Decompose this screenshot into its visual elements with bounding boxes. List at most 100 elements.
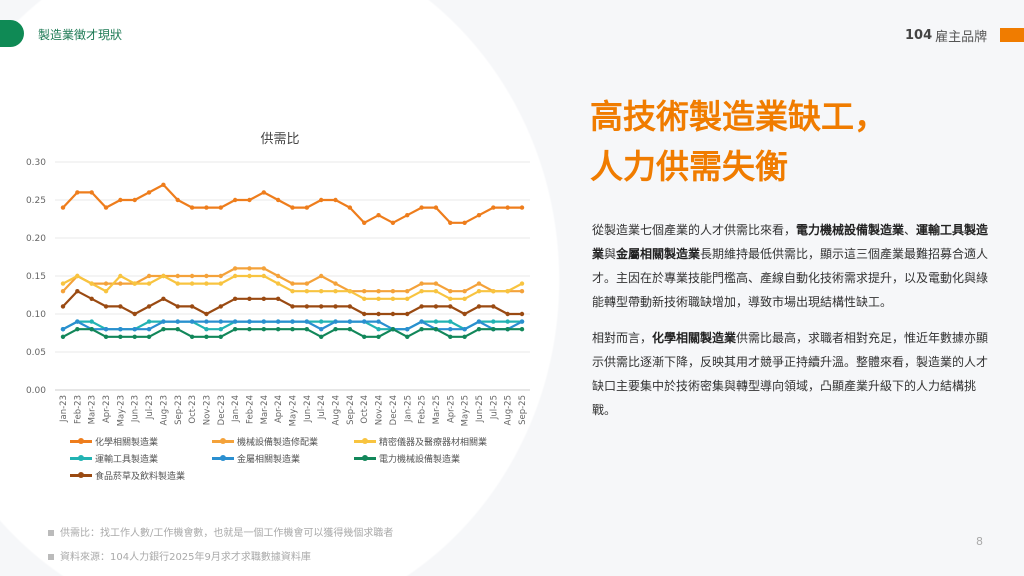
data-point	[390, 220, 396, 225]
legend-label: 機械設備製造修配業	[237, 438, 319, 448]
data-point	[405, 327, 410, 332]
footnotes: 供需比：找工作人數/工作機會數，也就是一個工作機會可以獲得幾個求職者 資料來源：…	[48, 522, 393, 570]
data-point	[89, 190, 94, 195]
y-tick-label: 0.00	[26, 386, 46, 396]
data-point	[333, 197, 338, 203]
data-point	[75, 327, 80, 332]
data-point	[405, 334, 410, 339]
data-point	[476, 289, 482, 294]
data-point	[304, 205, 310, 210]
x-tick-label: Jan-23	[59, 395, 69, 423]
data-point	[362, 296, 367, 301]
data-point	[318, 289, 324, 294]
data-point	[476, 327, 482, 332]
data-point	[146, 190, 152, 195]
data-point	[318, 327, 324, 332]
data-point	[261, 273, 267, 279]
data-point	[419, 289, 424, 294]
data-point	[333, 304, 338, 309]
x-tick-label: Jun-24	[303, 395, 313, 423]
data-point	[318, 319, 324, 324]
data-point	[75, 289, 80, 294]
data-point	[161, 273, 166, 279]
data-point	[189, 319, 195, 324]
data-point	[275, 327, 281, 332]
text-segment: 供需比最高，求職者相對充足，惟近年數據亦顯示供需比逐漸下降，反映其用才競爭正持續…	[592, 331, 989, 417]
data-point	[132, 311, 137, 317]
data-point	[519, 289, 525, 294]
data-point	[376, 296, 381, 301]
data-point	[290, 327, 295, 332]
highlight-text: 化學相關製造業	[652, 331, 737, 345]
x-tick-label: May-24	[289, 395, 299, 426]
series-line	[62, 289, 522, 316]
data-point	[333, 289, 338, 294]
footnote: 資料來源：104人力銀行2025年9月求才求職數據資料庫	[48, 546, 393, 570]
x-tick-label: Jun-23	[131, 395, 141, 423]
data-point	[304, 327, 310, 332]
data-point	[362, 319, 367, 324]
data-point	[491, 319, 496, 324]
text-segment: 從製造業七個產業的人才供需比來看，	[592, 223, 797, 237]
data-point	[347, 319, 353, 324]
series-line	[62, 274, 523, 300]
data-point	[476, 319, 482, 324]
data-point	[189, 334, 195, 339]
paragraph: 從製造業七個產業的人才供需比來看，電力機械設備製造業、運輸工具製造業與金屬相關製…	[592, 218, 992, 314]
data-point	[118, 304, 123, 309]
highlight-text: 金屬相關製造業	[616, 247, 701, 261]
footnote: 供需比：找工作人數/工作機會數，也就是一個工作機會可以獲得幾個求職者	[48, 522, 393, 546]
data-point	[146, 334, 152, 339]
data-point	[347, 205, 353, 210]
data-point	[433, 289, 439, 294]
data-point	[433, 304, 439, 309]
x-tick-label: Jun-25	[475, 395, 485, 423]
data-point	[175, 319, 180, 324]
data-point	[519, 311, 525, 317]
x-tick-label: Aug-24	[332, 395, 342, 425]
legend-label: 化學相關製造業	[95, 438, 159, 448]
data-point	[419, 319, 424, 324]
data-point	[290, 281, 295, 286]
page-number: 8	[976, 535, 983, 548]
data-point	[476, 281, 482, 286]
data-point	[60, 304, 66, 309]
chart-legend: 化學相關製造業 機械設備製造修配業 精密儀器及醫療器材相關業 運輸工具製造業 金屬相關製…	[70, 435, 540, 482]
data-point	[433, 281, 439, 286]
data-point	[362, 289, 367, 294]
data-point	[275, 281, 281, 286]
data-point	[146, 273, 152, 279]
x-tick-label: Nov-24	[375, 395, 385, 425]
chart-title: 供需比	[260, 132, 300, 147]
data-point	[290, 289, 295, 294]
data-point	[376, 327, 381, 332]
text-segment: 相對而言，	[592, 331, 653, 345]
text-segment: 、	[904, 223, 917, 237]
data-point	[60, 334, 66, 339]
data-point	[204, 273, 209, 279]
legend-item: 運輸工具製造業	[70, 452, 212, 465]
y-tick-label: 0.10	[26, 310, 46, 320]
legend-swatch	[70, 472, 92, 478]
line-chart: 0.00 0.05 0.10 0.15 0.20 0.25 0.30 Jan-23 Feb-23…	[26, 158, 530, 426]
data-point	[333, 281, 338, 286]
data-point	[362, 334, 367, 339]
data-point	[318, 273, 324, 279]
data-point	[204, 205, 209, 210]
data-point	[405, 213, 410, 218]
data-point	[318, 334, 324, 339]
data-point	[146, 281, 152, 286]
data-point	[204, 334, 209, 339]
section-marker	[0, 20, 24, 47]
data-point	[161, 319, 166, 324]
data-point	[218, 273, 223, 279]
data-point	[60, 289, 66, 294]
data-point	[161, 296, 166, 301]
y-tick-label: 0.05	[26, 348, 46, 358]
data-point	[333, 319, 338, 324]
data-point	[189, 273, 195, 279]
data-point	[175, 304, 180, 309]
brand-number: 104	[905, 28, 933, 43]
x-tick-label: Mar-25	[432, 395, 442, 424]
data-point	[405, 296, 410, 301]
